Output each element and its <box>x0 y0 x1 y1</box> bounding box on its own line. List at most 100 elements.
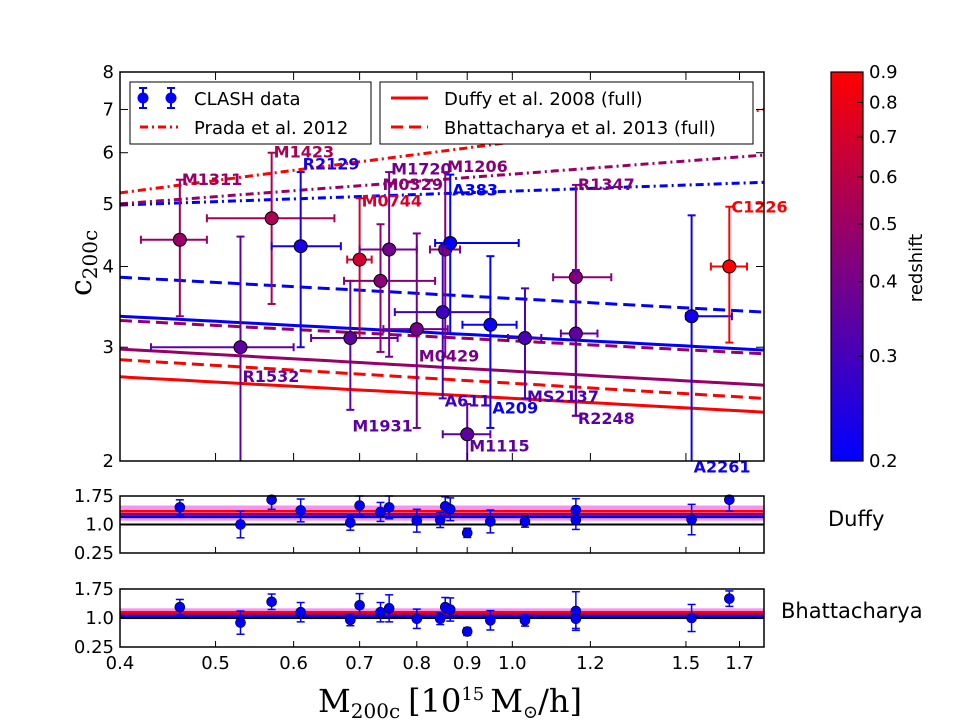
x-tick-label: 0.8 <box>402 653 431 674</box>
cluster-marker <box>264 211 279 226</box>
ratio-point <box>345 614 356 626</box>
cluster-label-R1532: R1532 <box>242 367 299 386</box>
cluster-label-R1347: R1347 <box>578 175 635 194</box>
ratio-y-tick-label: 1.75 <box>74 579 114 600</box>
ratio-point <box>519 615 531 626</box>
side-label-duffy: Duffy <box>828 507 884 531</box>
cluster-marker <box>172 232 187 247</box>
cluster-point-R1532: R1532 <box>149 235 299 461</box>
cluster-label-A209: A209 <box>492 398 538 417</box>
colorbar-label: redshift <box>906 234 927 302</box>
ratio-point <box>266 494 277 506</box>
cluster-label-M1115: M1115 <box>469 436 529 455</box>
y-axis-label-main: c <box>64 279 99 296</box>
ratio-point <box>724 593 735 604</box>
colorbar-tick-label: 0.6 <box>869 167 898 188</box>
ratio-point <box>444 503 456 515</box>
ratio-point <box>375 606 386 618</box>
cluster-point-A209: A209 <box>461 255 538 429</box>
cluster-label-R2129: R2129 <box>303 155 360 174</box>
x-tick-label: 1.5 <box>672 653 701 674</box>
cluster-point-R2129: R2129 <box>270 155 360 349</box>
cluster-point-M1311: M1311 <box>139 170 242 318</box>
y-tick-label: 8 <box>103 62 114 83</box>
cluster-marker <box>722 259 737 274</box>
x-axis-label-sub: 200c <box>351 699 400 720</box>
cluster-marker <box>373 273 388 288</box>
ratio-point <box>174 601 186 613</box>
legend-marker <box>165 92 177 104</box>
colorbar-tick-label: 0.3 <box>869 346 898 367</box>
cluster-point-M1206: M1206 <box>428 157 508 358</box>
x-axis-label-unit-mass: M <box>490 682 523 720</box>
cluster-label-A611: A611 <box>445 391 491 410</box>
cluster-point-M0329: M0329 <box>343 175 443 353</box>
ratio-point <box>235 519 246 530</box>
y-tick-label: 3 <box>103 337 114 358</box>
cluster-point-M1931: M1931 <box>310 279 413 436</box>
cluster-marker <box>343 331 358 346</box>
cluster-point-R1347: R1347 <box>552 175 635 417</box>
x-axis-label-exponent: 15 <box>461 684 484 705</box>
colorbar-tick-label: 0.8 <box>869 92 898 113</box>
cluster-label-M0329: M0329 <box>383 175 443 194</box>
ratio-point <box>434 613 446 625</box>
ratio-point <box>266 596 277 608</box>
cluster-label-M1206: M1206 <box>447 157 507 176</box>
y-tick-label: 6 <box>103 143 114 164</box>
cluster-label-M1311: M1311 <box>182 170 242 189</box>
cluster-marker <box>382 242 397 257</box>
cluster-marker <box>435 305 450 320</box>
cluster-point-C1226: C1226 <box>709 197 788 344</box>
ratio-point <box>686 514 697 525</box>
legend-marker <box>137 92 149 104</box>
cluster-label-M1423: M1423 <box>274 142 334 161</box>
ratio-point <box>570 514 582 526</box>
cluster-marker <box>684 309 699 324</box>
ratio-point <box>485 615 496 626</box>
cluster-label-A2261: A2261 <box>694 457 751 476</box>
ratio-point <box>686 612 697 624</box>
ratio-point <box>461 626 473 637</box>
y-tick-label: 4 <box>103 257 114 278</box>
x-axis-label-main: M <box>318 682 351 720</box>
x-axis-label-unit: [10 <box>408 682 461 720</box>
ratio-point <box>295 505 306 516</box>
x-axis-label-sun-symbol: ⊙ <box>523 702 538 720</box>
ratio-point <box>434 514 446 526</box>
legend: CLASH data Prada et al. 2012 Duffy et al. … <box>129 81 754 145</box>
cluster-point-R2248: R2248 <box>559 269 635 428</box>
y-tick-label: 5 <box>103 194 114 215</box>
cluster-label-A383: A383 <box>452 181 498 200</box>
y-axis-label-sub: 200c <box>78 230 102 279</box>
cluster-point-A2261: A2261 <box>684 214 751 476</box>
cluster-label-R2248: R2248 <box>578 409 635 428</box>
legend-label-bhattacharya: Bhattacharya et al. 2013 (full) <box>444 118 716 139</box>
cluster-point-M0744: M0744 <box>346 192 422 340</box>
cluster-label-MS2137: MS2137 <box>527 387 599 406</box>
cluster-point-MS2137: MS2137 <box>507 287 599 406</box>
ratio-point <box>519 516 531 527</box>
cluster-marker <box>352 252 367 267</box>
ratio-point <box>354 599 365 611</box>
legend-label-clash: CLASH data <box>194 89 301 110</box>
y-tick-label: 7 <box>103 99 114 120</box>
side-label-bhattacharya: Bhattacharya <box>781 599 923 623</box>
ratio-point <box>724 494 735 506</box>
x-tick-label: 1.7 <box>725 653 754 674</box>
ratio-point <box>235 617 246 628</box>
colorbar: 0.2 0.3 0.4 0.5 0.6 0.7 0.8 0.9 redshift <box>830 62 927 472</box>
x-tick-label: 0.7 <box>345 653 374 674</box>
x-tick-label: 0.5 <box>201 653 230 674</box>
x-tick-label: 1.0 <box>498 653 527 674</box>
ratio-point <box>345 517 356 528</box>
ratio-point <box>375 506 386 518</box>
cluster-marker <box>483 317 498 332</box>
cluster-marker <box>443 235 458 250</box>
cluster-label-C1226: C1226 <box>731 197 787 216</box>
cluster-marker <box>517 331 532 346</box>
ratio-y-tick-label: 1.75 <box>74 486 114 507</box>
ratio-y-tick-label: 1.0 <box>85 608 114 629</box>
ratio-point <box>485 516 496 527</box>
